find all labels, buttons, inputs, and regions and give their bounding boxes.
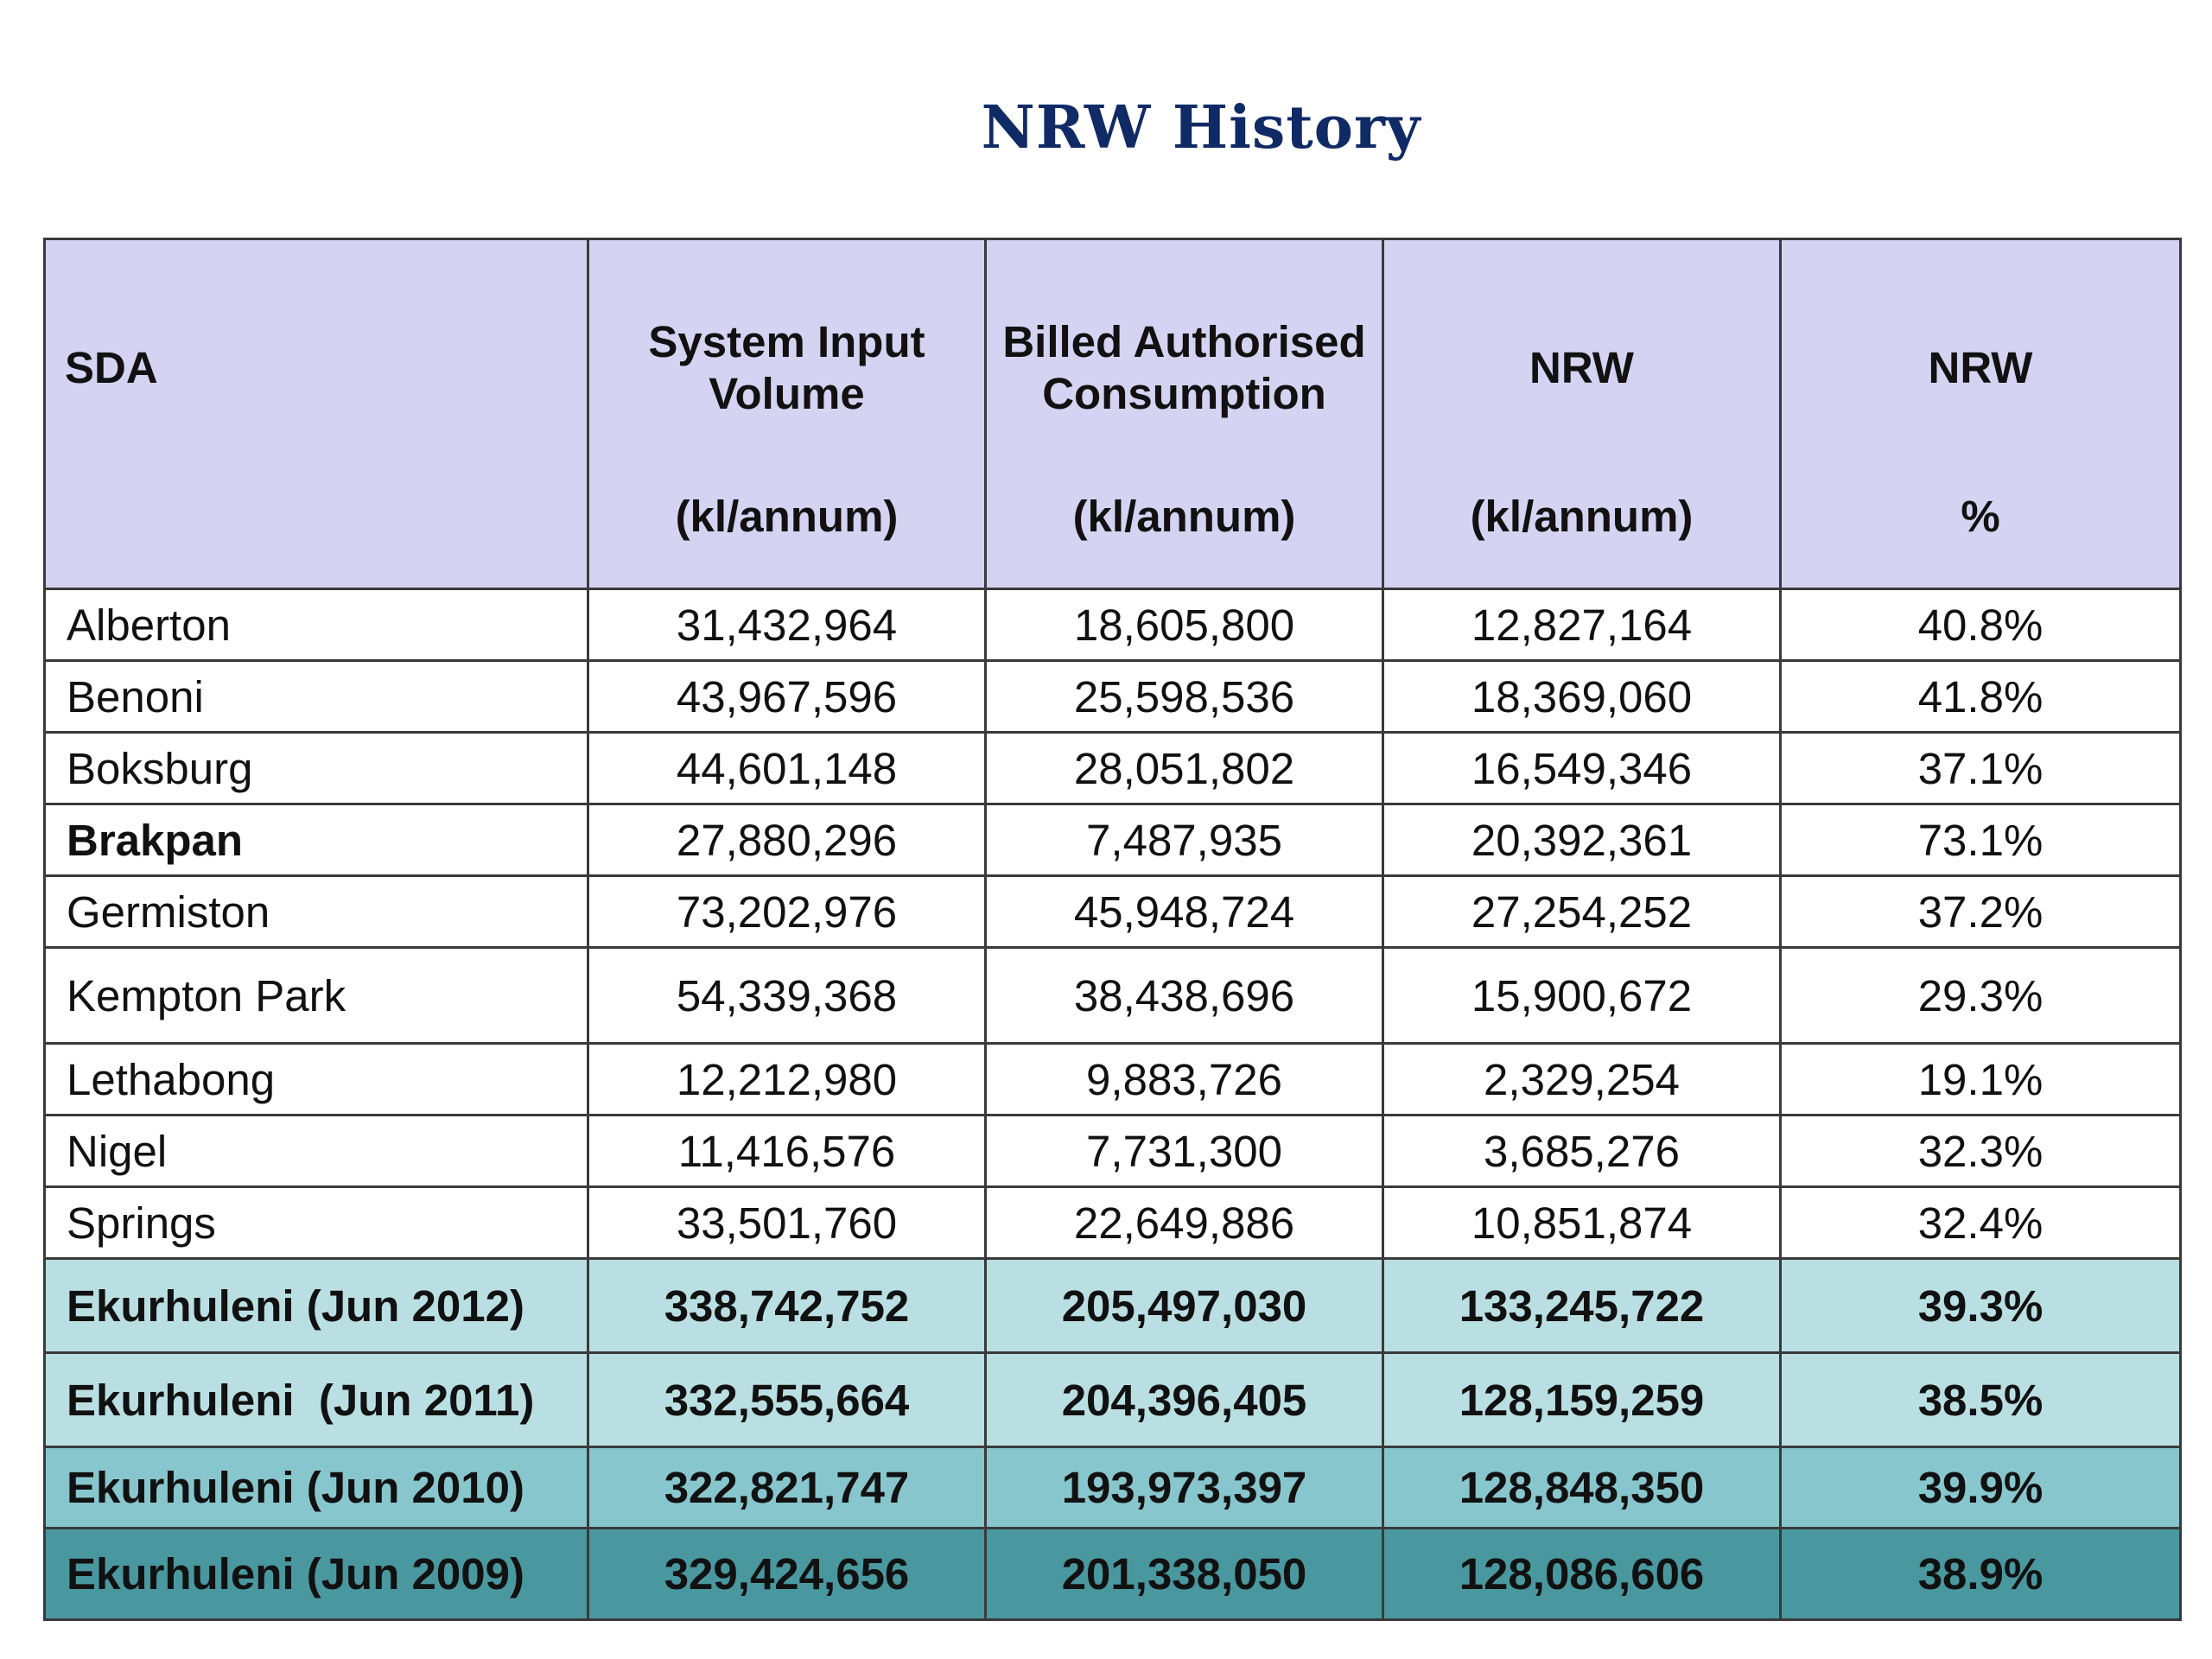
cell-sda: Alberton (43, 588, 589, 662)
cell-nrw-percent: 19.1% (1779, 1042, 2182, 1116)
cell-billed-authorised-consumption: 25,598,536 (984, 659, 1384, 734)
table-row: Alberton 31,432,964 18,605,800 12,827,16… (43, 588, 2182, 662)
table-row: Benoni 43,967,596 25,598,536 18,369,060 … (43, 659, 2182, 734)
column-header-label: System Input Volume (648, 317, 925, 418)
table-row: Boksburg 44,601,148 28,051,802 16,549,34… (43, 731, 2182, 805)
column-header-billed-authorised-consumption: Billed Authorised Consumption (kl/annum) (984, 238, 1384, 590)
column-header-unit: (kl/annum) (675, 492, 899, 541)
summary-row-2009: Ekurhuleni (Jun 2009) 329,424,656 201,33… (43, 1527, 2182, 1621)
column-header-unit: (kl/annum) (1470, 492, 1694, 541)
cell-nrw-volume: 16,549,346 (1382, 731, 1782, 805)
cell-nrw-percent: 29.3% (1779, 946, 2182, 1045)
cell-billed-authorised-consumption: 7,731,300 (984, 1114, 1384, 1188)
cell-nrw-percent: 32.4% (1779, 1185, 2182, 1260)
cell-nrw-volume: 20,392,361 (1382, 803, 1782, 877)
cell-nrw-volume: 128,848,350 (1382, 1446, 1782, 1529)
table-row: Springs 33,501,760 22,649,886 10,851,874… (43, 1185, 2182, 1260)
cell-nrw-volume: 18,369,060 (1382, 659, 1782, 734)
cell-system-input-volume: 44,601,148 (587, 731, 987, 805)
cell-system-input-volume: 43,967,596 (587, 659, 987, 734)
column-header-sda: SDA (43, 238, 589, 590)
cell-nrw-volume: 10,851,874 (1382, 1185, 1782, 1260)
table-row: Kempton Park 54,339,368 38,438,696 15,90… (43, 946, 2182, 1045)
cell-billed-authorised-consumption: 193,973,397 (984, 1446, 1384, 1529)
cell-nrw-percent: 38.5% (1779, 1351, 2182, 1448)
cell-system-input-volume: 33,501,760 (587, 1185, 987, 1260)
cell-billed-authorised-consumption: 45,948,724 (984, 874, 1384, 949)
page-title: NRW History (981, 93, 1421, 162)
summary-row-2010: Ekurhuleni (Jun 2010) 322,821,747 193,97… (43, 1446, 2182, 1529)
cell-system-input-volume: 73,202,976 (587, 874, 987, 949)
cell-sda: Lethabong (43, 1042, 589, 1116)
cell-sda: Springs (43, 1185, 589, 1260)
summary-row-2012: Ekurhuleni (Jun 2012) 338,742,752 205,49… (43, 1257, 2182, 1354)
cell-sda: Boksburg (43, 731, 589, 805)
table-row: Brakpan 27,880,296 7,487,935 20,392,361 … (43, 803, 2182, 877)
cell-system-input-volume: 31,432,964 (587, 588, 987, 662)
cell-system-input-volume: 11,416,576 (587, 1114, 987, 1188)
cell-system-input-volume: 332,555,664 (587, 1351, 987, 1448)
cell-nrw-percent: 41.8% (1779, 659, 2182, 734)
cell-nrw-percent: 39.9% (1779, 1446, 2182, 1529)
table-row: Nigel 11,416,576 7,731,300 3,685,276 32.… (43, 1114, 2182, 1188)
cell-system-input-volume: 54,339,368 (587, 946, 987, 1045)
cell-nrw-percent: 37.2% (1779, 874, 2182, 949)
cell-billed-authorised-consumption: 205,497,030 (984, 1257, 1384, 1354)
cell-sda: Benoni (43, 659, 589, 734)
cell-system-input-volume: 338,742,752 (587, 1257, 987, 1354)
cell-system-input-volume: 12,212,980 (587, 1042, 987, 1116)
cell-nrw-volume: 3,685,276 (1382, 1114, 1782, 1188)
column-header-label: NRW (1529, 343, 1634, 392)
cell-billed-authorised-consumption: 204,396,405 (984, 1351, 1384, 1448)
cell-nrw-volume: 128,086,606 (1382, 1527, 1782, 1621)
cell-system-input-volume: 322,821,747 (587, 1446, 987, 1529)
cell-billed-authorised-consumption: 22,649,886 (984, 1185, 1384, 1260)
column-header-label: Billed Authorised Consumption (1002, 317, 1366, 418)
column-header-system-input-volume: System Input Volume (kl/annum) (587, 238, 987, 590)
cell-billed-authorised-consumption: 28,051,802 (984, 731, 1384, 805)
nrw-history-table: SDA System Input Volume (kl/annum) Bille… (43, 238, 2182, 1621)
cell-sda: Ekurhuleni (Jun 2011) (43, 1351, 589, 1448)
table-header-row: SDA System Input Volume (kl/annum) Bille… (43, 238, 2182, 590)
cell-nrw-volume: 2,329,254 (1382, 1042, 1782, 1116)
column-header-unit: (kl/annum) (1072, 492, 1296, 541)
cell-sda: Kempton Park (43, 946, 589, 1045)
cell-nrw-percent: 38.9% (1779, 1527, 2182, 1621)
cell-nrw-percent: 32.3% (1779, 1114, 2182, 1188)
cell-nrw-volume: 128,159,259 (1382, 1351, 1782, 1448)
cell-nrw-percent: 37.1% (1779, 731, 2182, 805)
column-header-label: NRW (1928, 343, 2033, 392)
cell-nrw-volume: 12,827,164 (1382, 588, 1782, 662)
column-header-label: SDA (65, 343, 158, 392)
cell-billed-authorised-consumption: 7,487,935 (984, 803, 1384, 877)
cell-sda: Germiston (43, 874, 589, 949)
cell-billed-authorised-consumption: 9,883,726 (984, 1042, 1384, 1116)
cell-nrw-percent: 39.3% (1779, 1257, 2182, 1354)
table-row: Lethabong 12,212,980 9,883,726 2,329,254… (43, 1042, 2182, 1116)
cell-system-input-volume: 329,424,656 (587, 1527, 987, 1621)
cell-billed-authorised-consumption: 18,605,800 (984, 588, 1384, 662)
cell-billed-authorised-consumption: 38,438,696 (984, 946, 1384, 1045)
cell-nrw-volume: 133,245,722 (1382, 1257, 1782, 1354)
cell-sda: Ekurhuleni (Jun 2010) (43, 1446, 589, 1529)
cell-sda: Ekurhuleni (Jun 2009) (43, 1527, 589, 1621)
cell-nrw-percent: 73.1% (1779, 803, 2182, 877)
cell-billed-authorised-consumption: 201,338,050 (984, 1527, 1384, 1621)
cell-nrw-volume: 15,900,672 (1382, 946, 1782, 1045)
cell-sda: Nigel (43, 1114, 589, 1188)
cell-sda: Brakpan (43, 803, 589, 877)
cell-nrw-percent: 40.8% (1779, 588, 2182, 662)
summary-row-2011: Ekurhuleni (Jun 2011) 332,555,664 204,39… (43, 1351, 2182, 1448)
cell-sda: Ekurhuleni (Jun 2012) (43, 1257, 589, 1354)
column-header-unit: % (1961, 492, 2000, 541)
cell-system-input-volume: 27,880,296 (587, 803, 987, 877)
column-header-nrw-volume: NRW (kl/annum) (1382, 238, 1782, 590)
cell-nrw-volume: 27,254,252 (1382, 874, 1782, 949)
column-header-nrw-percent: NRW % (1779, 238, 2182, 590)
table-row: Germiston 73,202,976 45,948,724 27,254,2… (43, 874, 2182, 949)
